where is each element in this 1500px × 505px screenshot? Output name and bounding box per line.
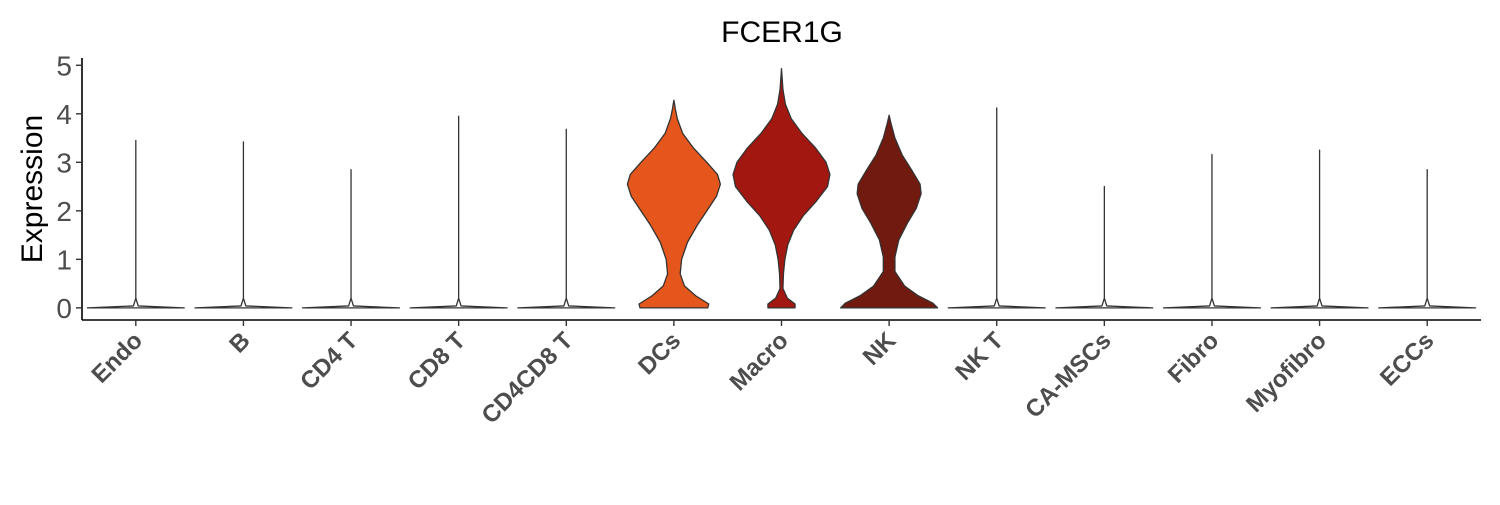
x-tick-label: ECCs <box>1375 327 1439 391</box>
violin-ca-mscs <box>1055 185 1154 309</box>
x-tick-label: CA-MSCs <box>1020 327 1116 423</box>
y-tick-label: 3 <box>56 147 72 178</box>
violin-cd4cd8-t <box>517 128 616 309</box>
violin-myofibro <box>1270 149 1369 309</box>
y-tick-label: 1 <box>56 244 72 275</box>
y-tick-label: 2 <box>56 196 72 227</box>
x-tick-label: Myofibro <box>1241 327 1332 418</box>
x-tick-label: NK <box>858 327 902 371</box>
x-tick-label: CD4CD8 T <box>476 327 578 429</box>
x-tick-label: NK T <box>950 327 1009 386</box>
chart-title: FCER1G <box>721 16 843 49</box>
violin-b <box>194 141 293 309</box>
violin-macro <box>732 68 831 309</box>
y-tick-label: 4 <box>56 99 72 130</box>
y-tick-label: 5 <box>56 50 72 81</box>
violin-dcs <box>626 99 722 309</box>
violin-eccs <box>1378 168 1477 309</box>
y-axis: 0 1 2 3 4 5 <box>56 50 83 324</box>
x-axis: Endo B CD4 T CD8 T CD4CD8 T DCs Macro NK NK T CA-… <box>82 319 1481 429</box>
violin-cd8-t <box>409 115 508 309</box>
x-tick-label: Macro <box>725 327 794 396</box>
y-axis-label: Expression <box>16 115 49 263</box>
x-tick-label: Endo <box>87 327 149 389</box>
x-tick-label: CD4 T <box>295 327 363 395</box>
violin-endo <box>86 139 185 309</box>
violin-fibro <box>1162 153 1262 309</box>
x-tick-label: Fibro <box>1163 327 1225 389</box>
y-tick-label: 0 <box>56 293 72 324</box>
violin-cd4-t <box>301 168 401 309</box>
x-tick-label: CD8 T <box>403 327 471 395</box>
violin-group <box>86 68 1477 309</box>
x-tick-label: DCs <box>633 327 686 380</box>
violin-nk-t <box>947 107 1046 309</box>
violin-nk <box>840 114 939 309</box>
x-tick-label: B <box>224 327 255 358</box>
